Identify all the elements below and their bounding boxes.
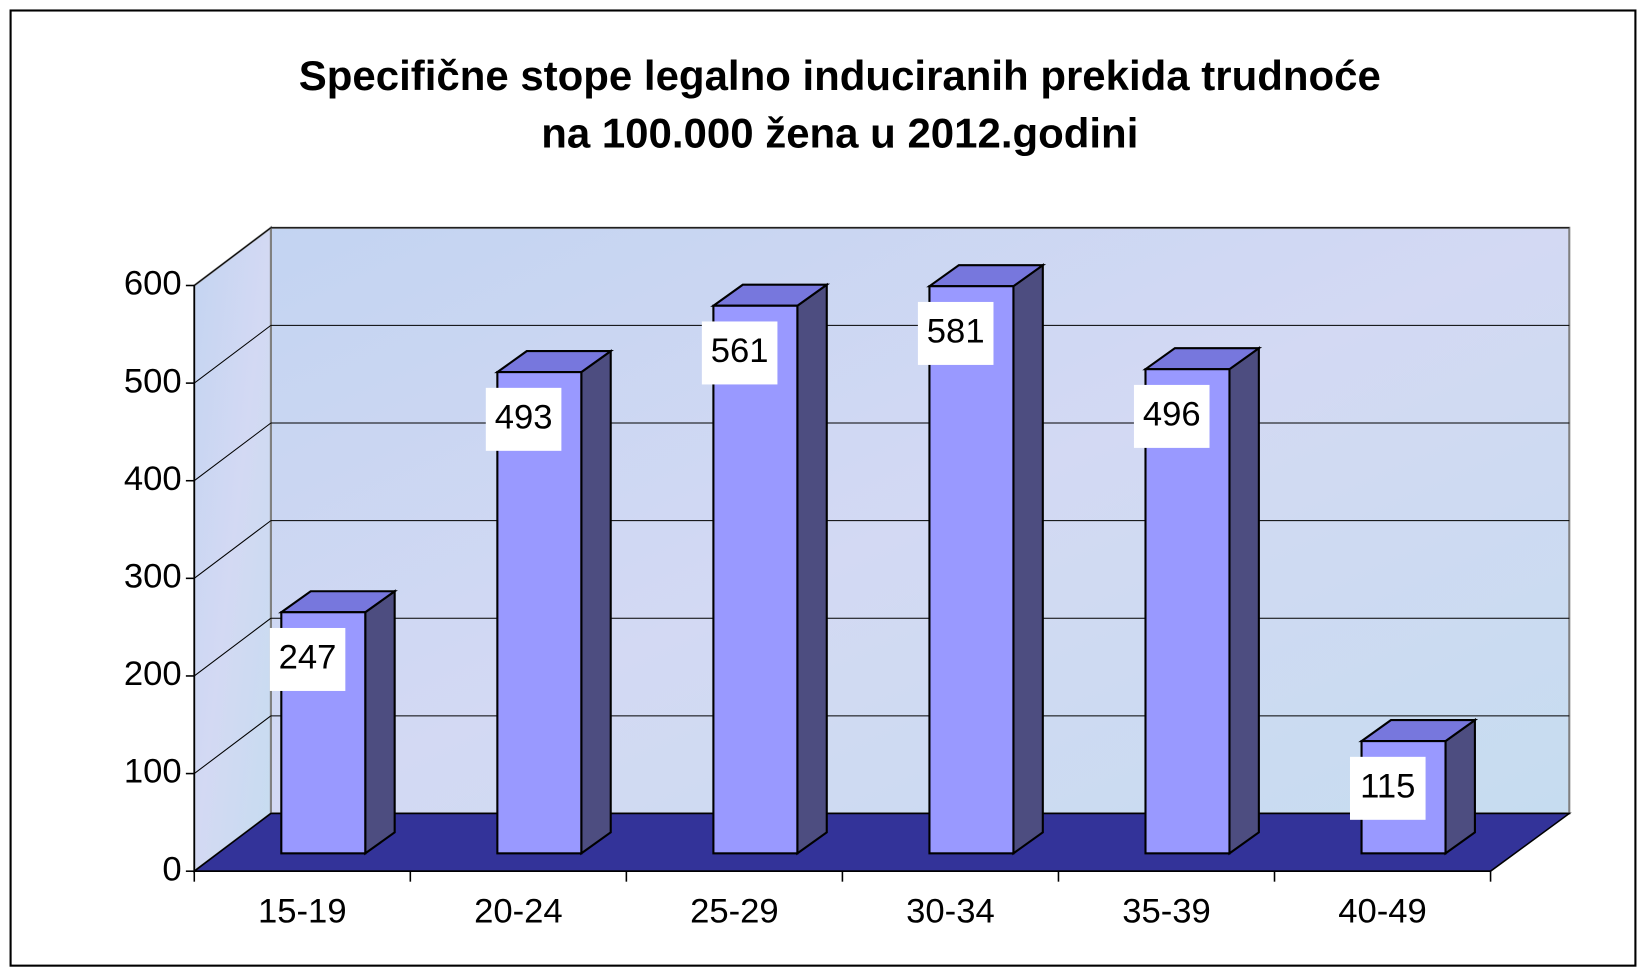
bar xyxy=(928,285,1015,855)
grid-line xyxy=(193,324,272,384)
y-tick-label: 600 xyxy=(124,265,182,303)
chart-title: na 100.000 žena u 2012.godini xyxy=(541,110,1138,157)
bar-side xyxy=(1012,263,1044,856)
bar-side xyxy=(364,589,396,856)
y-tick-label: 100 xyxy=(124,753,182,791)
value-label: 496 xyxy=(1143,396,1201,434)
value-label-box xyxy=(1133,384,1210,448)
value-label: 247 xyxy=(279,639,337,677)
grid-line xyxy=(193,520,272,579)
value-label: 115 xyxy=(1360,767,1415,805)
bar xyxy=(1144,368,1231,855)
grid-line xyxy=(193,715,272,774)
value-label: 581 xyxy=(927,313,985,351)
value-label: 561 xyxy=(711,332,769,370)
y-tick-label: 0 xyxy=(162,850,181,888)
value-label-box xyxy=(485,387,562,451)
grid-line xyxy=(193,422,272,482)
value-label: 493 xyxy=(495,398,553,436)
grid-line xyxy=(193,617,272,677)
value-label-box xyxy=(701,321,778,385)
x-tick-label: 30-34 xyxy=(906,892,995,930)
value-label-box xyxy=(269,627,346,691)
chart-title: Specifične stope legalno induciranih pre… xyxy=(299,52,1381,99)
bar-side xyxy=(580,349,612,856)
grid-line xyxy=(193,227,272,286)
x-tick-label: 35-39 xyxy=(1122,892,1211,930)
y-tick-label: 200 xyxy=(124,655,182,693)
bar-side xyxy=(1444,718,1476,856)
x-tick-label: 20-24 xyxy=(474,892,563,930)
value-label-box xyxy=(1349,756,1426,820)
bar-side xyxy=(796,282,828,856)
x-tick-label: 25-29 xyxy=(690,892,779,930)
y-tick-label: 400 xyxy=(124,460,182,498)
y-tick-label: 500 xyxy=(124,362,182,400)
frame xyxy=(9,9,1637,967)
y-tick-label: 300 xyxy=(124,557,182,595)
x-tick-label: 15-19 xyxy=(258,892,347,930)
bar xyxy=(496,371,583,855)
bar-side xyxy=(1228,346,1260,856)
value-label-box xyxy=(917,301,994,365)
x-tick-label: 40-49 xyxy=(1338,892,1427,930)
bar xyxy=(712,304,799,855)
